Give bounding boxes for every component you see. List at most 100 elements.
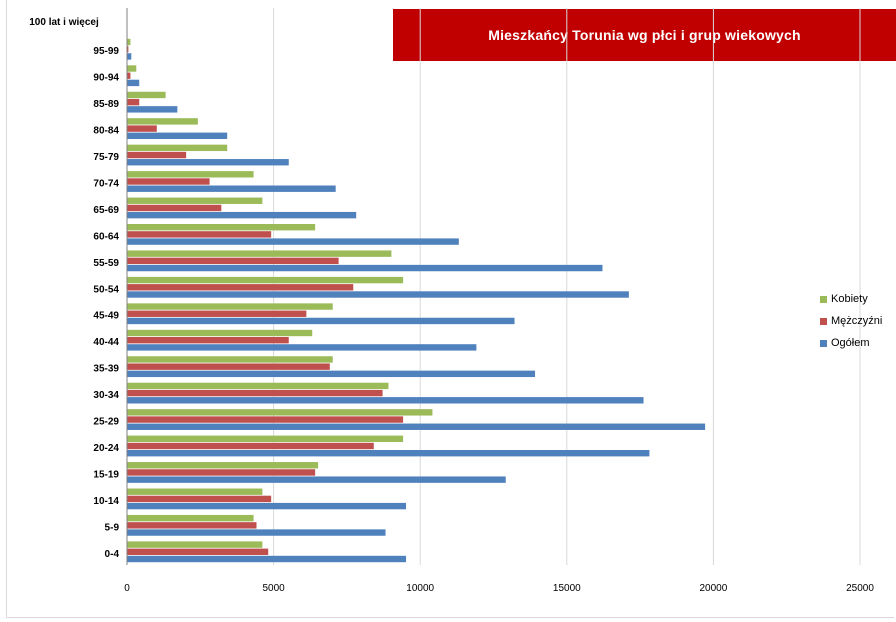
bar-95-99-kobiety	[127, 38, 131, 46]
bar-40-44-mężczyźni	[127, 337, 289, 344]
y-tick-label: 95-99	[93, 46, 119, 57]
y-tick-label: 85-89	[93, 99, 119, 110]
x-tick-label: 10000	[406, 583, 434, 594]
bar-45-49-mężczyźni	[127, 310, 307, 317]
bar-50-54-mężczyźni	[127, 284, 354, 291]
legend-label-ogolem: Ogółem	[831, 337, 870, 349]
bar-55-59-ogółem	[127, 264, 603, 272]
bar-80-84-kobiety	[127, 118, 198, 125]
y-tick-label: 25-29	[93, 417, 119, 428]
bar-50-54-kobiety	[127, 276, 404, 284]
bar-15-19-ogółem	[127, 476, 506, 483]
bar-75-79-mężczyźni	[127, 151, 187, 159]
x-tick-label: 5000	[262, 583, 285, 594]
y-tick-label: 55-59	[93, 258, 119, 269]
bar-15-19-kobiety	[127, 462, 319, 469]
bars	[127, 38, 706, 563]
bar-30-34-kobiety	[127, 382, 389, 390]
bar-20-24-kobiety	[127, 435, 404, 442]
gridlines	[126, 8, 861, 565]
bar-90-94-ogółem	[127, 79, 140, 87]
chart-title-banner: Mieszkańcy Torunia wg płci i grup wiekow…	[393, 9, 896, 61]
bar-0-4-kobiety	[127, 541, 263, 548]
bar-35-39-kobiety	[127, 356, 333, 363]
bar-65-69-mężczyźni	[127, 204, 222, 212]
bar-10-14-ogółem	[127, 502, 407, 510]
bar-5-9-kobiety	[127, 514, 254, 522]
bar-75-79-kobiety	[127, 144, 228, 152]
bar-40-44-ogółem	[127, 344, 477, 351]
y-tick-label: 45-49	[93, 311, 119, 322]
bar-0-4-ogółem	[127, 555, 407, 563]
y-axis-title: 100 lat i więcej	[29, 17, 99, 28]
y-tick-label: 50-54	[93, 284, 119, 295]
bar-10-14-mężczyźni	[127, 495, 272, 503]
bar-70-74-ogółem	[127, 185, 336, 192]
y-tick-label: 20-24	[93, 443, 119, 454]
bar-80-84-ogółem	[127, 132, 228, 139]
bar-85-89-ogółem	[127, 106, 178, 113]
bar-20-24-ogółem	[127, 450, 650, 457]
y-axis-ticks: 0-4 5-9 10-14 15-19 20-24 25-29 30-34 35-39 40-4…	[93, 46, 119, 560]
legend: Kobiety Mężczyźni Ogółem	[820, 288, 896, 354]
bar-60-64-kobiety	[127, 224, 316, 231]
bar-20-24-mężczyźni	[127, 442, 374, 450]
bar-35-39-mężczyźni	[127, 363, 330, 370]
bar-70-74-kobiety	[127, 171, 254, 178]
bar-0-4-mężczyźni	[127, 548, 269, 555]
bar-40-44-kobiety	[127, 329, 313, 337]
bar-45-49-kobiety	[127, 303, 333, 310]
bar-90-94-mężczyźni	[127, 72, 131, 79]
bar-25-29-kobiety	[127, 409, 433, 416]
bar-30-34-mężczyźni	[127, 389, 383, 397]
bar-85-89-mężczyźni	[127, 98, 140, 106]
legend-swatch-ogolem	[820, 339, 827, 347]
legend-item-ogolem: Ogółem	[820, 332, 896, 354]
bar-75-79-ogółem	[127, 159, 289, 166]
bar-5-9-ogółem	[127, 529, 386, 536]
legend-item-mezczyzni: Mężczyźni	[820, 310, 896, 332]
bar-60-64-mężczyźni	[127, 231, 272, 238]
bar-65-69-ogółem	[127, 211, 357, 219]
y-tick-label: 75-79	[93, 152, 119, 163]
bar-30-34-ogółem	[127, 397, 644, 404]
x-tick-label: 25000	[846, 583, 874, 594]
bar-55-59-kobiety	[127, 250, 392, 257]
bar-95-99-mężczyźni	[127, 46, 129, 53]
chart-frame	[6, 0, 894, 618]
bar-50-54-ogółem	[127, 291, 629, 298]
bar-80-84-mężczyźni	[127, 125, 157, 132]
legend-item-kobiety: Kobiety	[820, 288, 896, 310]
legend-swatch-mezczyzni	[820, 317, 827, 325]
x-axis-ticks: 0 5000 10000 15000 20000 25000	[124, 583, 874, 594]
y-tick-label: 5-9	[105, 522, 120, 533]
bar-95-99-ogółem	[127, 53, 132, 60]
y-tick-label: 35-39	[93, 364, 119, 375]
bar-55-59-mężczyźni	[127, 257, 339, 265]
y-tick-label: 70-74	[93, 178, 119, 189]
y-tick-label: 15-19	[93, 469, 119, 480]
bar-15-19-mężczyźni	[127, 469, 316, 476]
y-tick-label: 30-34	[93, 390, 119, 401]
y-tick-label: 0-4	[105, 549, 120, 560]
bar-90-94-kobiety	[127, 65, 137, 72]
y-tick-label: 65-69	[93, 205, 119, 216]
y-tick-label: 60-64	[93, 231, 119, 242]
bar-35-39-ogółem	[127, 370, 536, 378]
bar-45-49-ogółem	[127, 317, 515, 325]
bar-10-14-kobiety	[127, 488, 263, 495]
y-tick-label: 90-94	[93, 73, 119, 84]
bar-70-74-mężczyźni	[127, 178, 210, 185]
x-tick-label: 15000	[553, 583, 581, 594]
x-tick-label: 0	[124, 583, 130, 594]
y-tick-label: 40-44	[93, 337, 119, 348]
bar-5-9-mężczyźni	[127, 522, 257, 529]
bar-65-69-kobiety	[127, 197, 263, 204]
bar-85-89-kobiety	[127, 91, 166, 99]
bar-25-29-mężczyźni	[127, 416, 404, 423]
legend-swatch-kobiety	[820, 295, 827, 303]
y-tick-label: 10-14	[93, 496, 119, 507]
x-tick-label: 20000	[699, 583, 727, 594]
bar-25-29-ogółem	[127, 423, 706, 430]
